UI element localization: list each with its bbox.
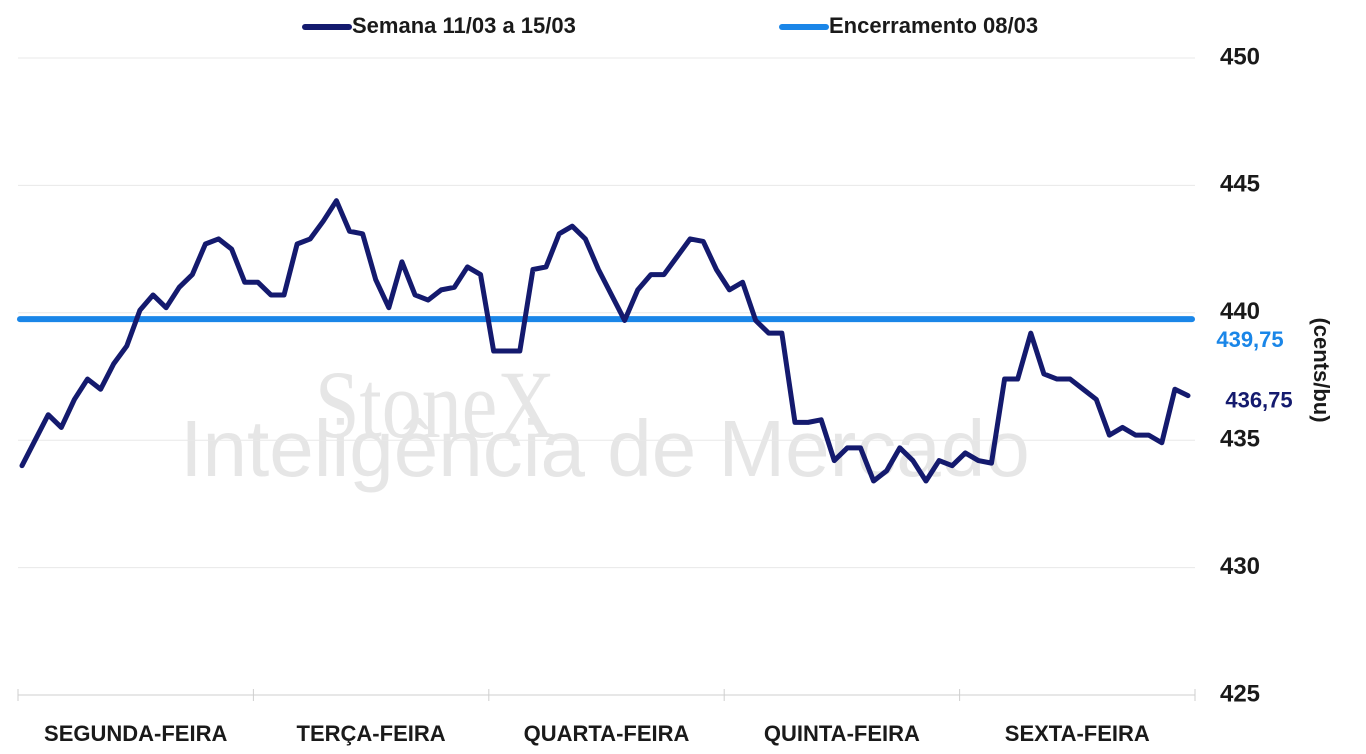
y-axis-label: (cents/bu) [1309, 317, 1334, 422]
watermark: Inteligência de Mercado [180, 404, 1029, 493]
series-line [19, 198, 1191, 484]
y-tick-label: 430 [1220, 553, 1260, 580]
legend-label: Semana 11/03 a 15/03 [352, 13, 576, 38]
x-tick-label: QUINTA-FEIRA [764, 721, 920, 746]
y-tick-label: 445 [1220, 171, 1260, 198]
x-tick-label: SEGUNDA-FEIRA [44, 721, 227, 746]
y-tick-label: 440 [1220, 298, 1260, 325]
x-tick-label: SEXTA-FEIRA [1005, 721, 1150, 746]
y-tick-label: 435 [1220, 426, 1260, 453]
y-tick-label: 425 [1220, 680, 1260, 707]
y-tick-label: 450 [1220, 43, 1260, 70]
watermark: StoneX [315, 352, 555, 458]
reference-label: 439,75 [1216, 327, 1283, 352]
x-tick-label: QUARTA-FEIRA [524, 721, 690, 746]
x-tick-label: TERÇA-FEIRA [297, 721, 446, 746]
end-label: 436,75 [1225, 387, 1292, 412]
legend-label: Encerramento 08/03 [829, 13, 1038, 38]
